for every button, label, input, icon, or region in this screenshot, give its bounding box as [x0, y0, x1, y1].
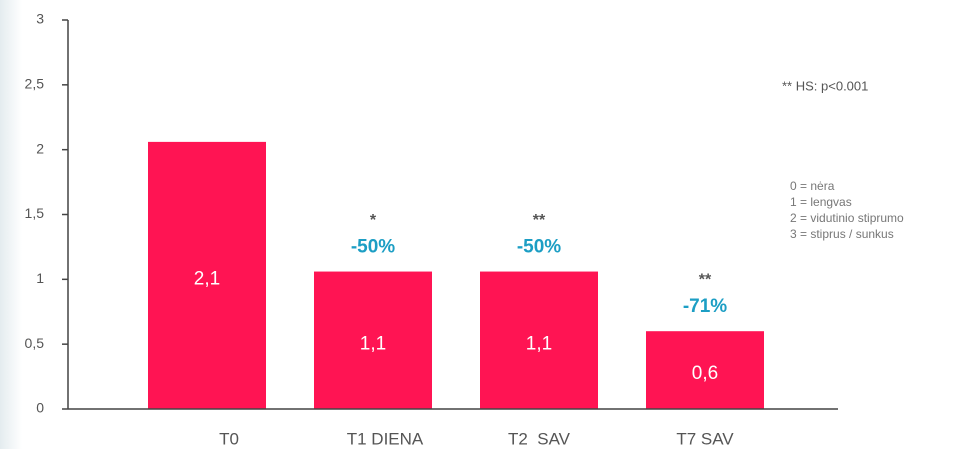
significance-stars: **: [533, 212, 546, 229]
change-label: -50%: [351, 237, 395, 258]
y-tick-label: 2,5: [25, 76, 45, 92]
bar: [314, 271, 432, 409]
change-label: -50%: [517, 237, 561, 258]
y-tick-label: 1: [36, 270, 44, 286]
x-tick-label: T1 DIENA: [347, 429, 424, 448]
significance-stars: *: [370, 212, 377, 229]
y-tick-label: 3: [36, 11, 44, 27]
x-tick-label: T0: [219, 429, 239, 448]
y-tick-label: 0: [36, 400, 44, 416]
x-tick-label: T2 SAV: [508, 429, 571, 448]
change-label: -71%: [683, 296, 727, 317]
scale-legend-item: 0 = nėra: [790, 179, 835, 193]
bar: [646, 331, 764, 409]
bar: [480, 271, 598, 409]
edge-shade: [0, 0, 22, 449]
scale-legend-item: 2 = vidutinio stiprumo: [790, 211, 904, 225]
value-label: 2,1: [194, 268, 220, 289]
x-tick-label: T7 SAV: [676, 429, 734, 448]
significance-note: ** HS: p<0.001: [782, 78, 868, 93]
significance-stars: **: [699, 271, 712, 288]
y-tick-label: 2: [36, 140, 44, 156]
bar: [148, 141, 266, 410]
y-tick-label: 1,5: [25, 205, 45, 221]
value-label: 1,1: [360, 333, 386, 354]
y-tick-label: 0,5: [25, 335, 45, 351]
scale-legend-item: 1 = lengvas: [790, 195, 852, 209]
value-label: 1,1: [526, 333, 552, 354]
value-label: 0,6: [692, 363, 718, 384]
scale-legend-item: 3 = stiprus / sunkus: [790, 227, 894, 241]
